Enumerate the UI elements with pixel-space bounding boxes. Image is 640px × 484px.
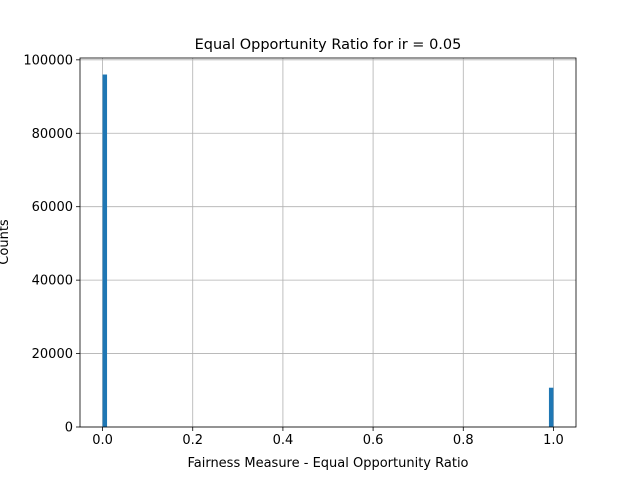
x-tick-label: 0.8 — [453, 433, 474, 448]
x-tick-label: 0.4 — [273, 433, 294, 448]
x-tick-label: 0.6 — [363, 433, 384, 448]
chart-title: Equal Opportunity Ratio for ir = 0.05 — [195, 37, 462, 53]
y-tick-label: 20000 — [32, 347, 73, 362]
y-tick-label: 60000 — [32, 200, 73, 215]
histogram-bar — [102, 74, 108, 427]
x-axis-label: Fairness Measure - Equal Opportunity Rat… — [187, 456, 468, 471]
y-tick-label: 0 — [65, 421, 73, 436]
y-tick-label: 100000 — [23, 53, 73, 68]
y-axis-ticks: 0 20000 40000 60000 80000 100000 — [23, 53, 80, 436]
axes-frame — [79, 57, 577, 428]
x-tick-label: 0.0 — [92, 433, 113, 448]
y-axis-label: Counts — [0, 219, 12, 265]
x-tick-label: 0.2 — [182, 433, 203, 448]
plot-background — [80, 58, 576, 427]
histogram-bar — [548, 387, 554, 427]
bars — [102, 74, 554, 427]
y-tick-label: 40000 — [32, 274, 73, 289]
y-tick-label: 80000 — [32, 127, 73, 142]
x-tick-label: 1.0 — [543, 433, 564, 448]
x-axis-ticks: 0.0 0.2 0.4 0.6 0.8 1.0 — [92, 427, 564, 448]
